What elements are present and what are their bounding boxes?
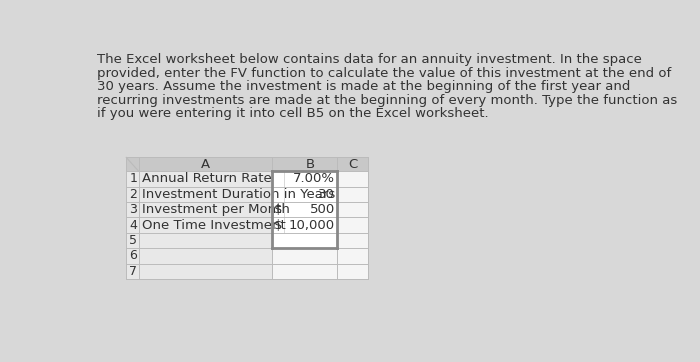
Text: recurring investments are made at the beginning of every month. Type the functio: recurring investments are made at the be… [97,94,677,107]
Text: Investment Duration in Years: Investment Duration in Years [141,188,335,201]
Text: A: A [201,158,210,171]
Bar [126,202,272,218]
Bar [126,157,368,279]
Text: 5: 5 [129,234,137,247]
Text: if you were entering it into cell B5 on the Excel worksheet.: if you were entering it into cell B5 on … [97,108,489,120]
Text: 30: 30 [318,188,335,201]
Bar [126,264,272,279]
Text: Investment per Month: Investment per Month [141,203,290,216]
Bar [272,202,337,218]
Text: 7.00%: 7.00% [293,172,335,185]
Text: 1: 1 [130,172,137,185]
Text: $: $ [274,203,283,216]
Bar [126,248,272,264]
Bar [272,233,337,248]
Text: One Time Investment: One Time Investment [141,219,286,232]
Text: 10,000: 10,000 [288,219,335,232]
Text: 3: 3 [130,203,137,216]
Text: 30 years. Assume the investment is made at the beginning of the first year and: 30 years. Assume the investment is made … [97,80,630,93]
Bar [126,218,272,233]
Text: 7: 7 [129,265,137,278]
Text: provided, enter the FV function to calculate the value of this investment at the: provided, enter the FV function to calcu… [97,67,671,80]
Text: Annual Return Rate: Annual Return Rate [141,172,272,185]
Bar [272,187,337,202]
Text: $: $ [274,219,283,232]
Text: 4: 4 [130,219,137,232]
Bar [126,171,272,187]
Text: 2: 2 [130,188,137,201]
Bar [126,233,272,248]
Text: C: C [348,158,357,171]
Bar [126,187,272,202]
Bar [272,171,337,187]
Bar [126,157,368,171]
Text: B: B [306,158,315,171]
Bar [272,218,337,233]
Text: 500: 500 [309,203,335,216]
Text: The Excel worksheet below contains data for an annuity investment. In the space: The Excel worksheet below contains data … [97,54,642,67]
Text: 6: 6 [130,249,137,262]
